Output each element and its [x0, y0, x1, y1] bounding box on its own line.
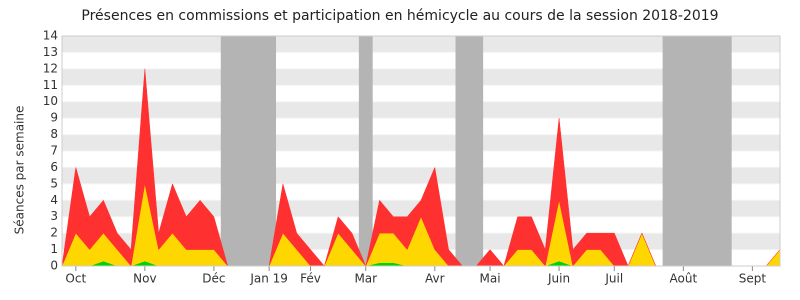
y-tick-label: 13 — [43, 45, 58, 59]
x-tick-label: Août — [670, 272, 698, 286]
x-tick-label: Avr — [425, 272, 445, 286]
x-tick-label: Déc — [202, 272, 225, 286]
y-tick-label: 5 — [50, 176, 58, 190]
x-tick-label: Juin — [547, 272, 570, 286]
x-tick-label: Sept — [739, 272, 767, 286]
y-axis-label: Séances par semaine — [13, 106, 27, 235]
x-tick-label: Mai — [480, 272, 501, 286]
y-tick-label: 14 — [43, 29, 58, 43]
y-tick-label: 8 — [50, 127, 58, 141]
y-tick-label: 2 — [50, 226, 58, 240]
y-tick-label: 11 — [43, 78, 58, 92]
recess-band — [662, 36, 732, 266]
x-tick-label: Jan 19 — [249, 272, 288, 286]
y-tick-label: 10 — [43, 94, 58, 108]
y-tick-label: 3 — [50, 209, 58, 223]
chart-title: Présences en commissions et participatio… — [81, 8, 718, 24]
recess-band — [358, 36, 373, 266]
x-tick-label: Fév — [300, 272, 321, 286]
y-tick-label: 12 — [43, 61, 58, 75]
y-tick-label: 9 — [50, 111, 58, 125]
x-tick-label: Oct — [65, 272, 86, 286]
plot-frame — [61, 35, 781, 267]
x-tick-label: Nov — [133, 272, 156, 286]
x-tick-label: Juil — [604, 272, 623, 286]
y-tick-label: 7 — [50, 144, 58, 158]
recess-band — [220, 36, 277, 266]
y-tick-label: 6 — [50, 160, 58, 174]
y-tick-label: 0 — [50, 259, 58, 273]
recess-band — [455, 36, 484, 266]
y-tick-label: 1 — [50, 242, 58, 256]
y-tick-label: 4 — [50, 193, 58, 207]
x-tick-label: Mar — [354, 272, 377, 286]
